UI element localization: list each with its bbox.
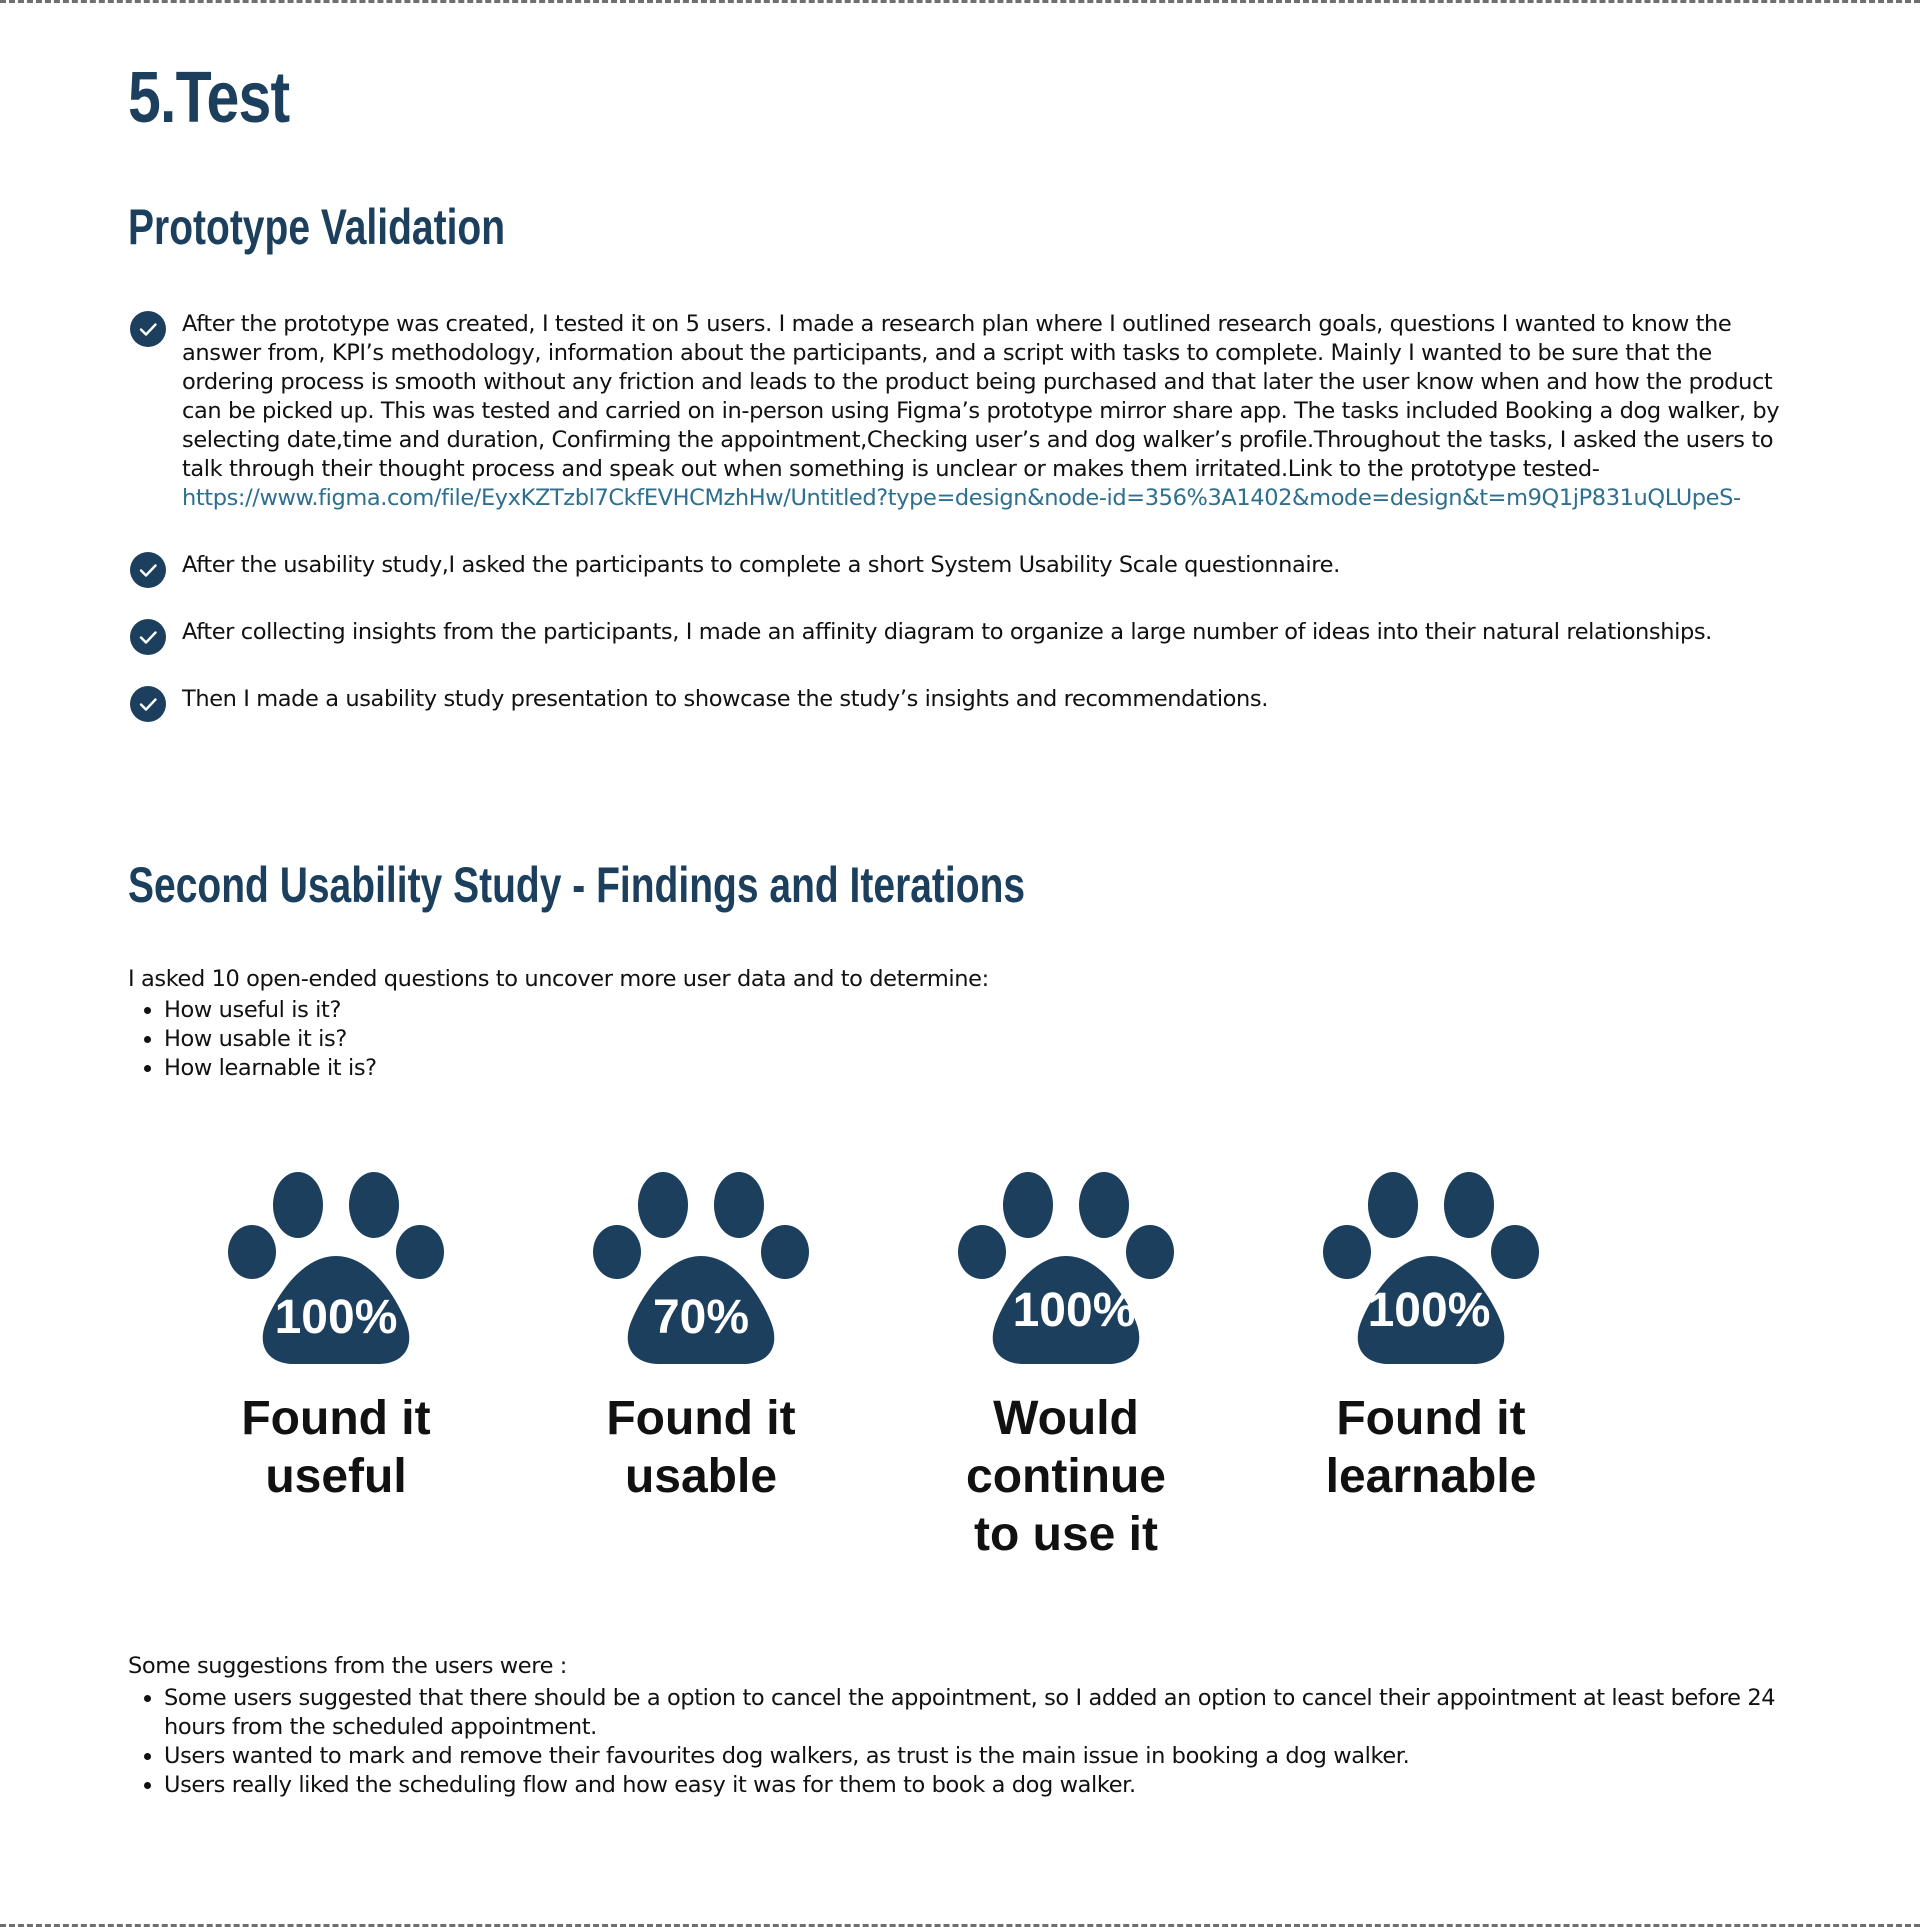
suggestions-intro-text: Some suggestions from the users were : — [128, 1653, 567, 1679]
stat-value: 100% — [1013, 1284, 1136, 1337]
check-circle-icon — [130, 686, 166, 722]
list-item: How learnable it is? — [164, 1054, 1804, 1083]
checklist-item-text: After the usability study,I asked the pa… — [182, 552, 1340, 578]
page-title: 5.Test — [128, 58, 290, 138]
bottom-dashed-divider — [0, 1924, 1920, 1927]
checklist-item-body: After the prototype was created, I teste… — [182, 311, 1780, 482]
checklist-item: After the prototype was created, I teste… — [128, 310, 1788, 513]
paw-print-icon: 100% — [228, 1172, 444, 1364]
list-item: Users really liked the scheduling flow a… — [164, 1771, 1804, 1800]
stat-value: 100% — [275, 1291, 398, 1344]
check-circle-icon — [130, 619, 166, 655]
checklist-item: After collecting insights from the parti… — [128, 618, 1788, 655]
checklist-item-text: After collecting insights from the parti… — [182, 619, 1712, 645]
stat-value: 100% — [1368, 1284, 1491, 1337]
paw-print-icon: 70% — [593, 1172, 809, 1364]
suggestion-list: Some users suggested that there should b… — [128, 1684, 1804, 1800]
list-item: Some users suggested that there should b… — [164, 1684, 1804, 1742]
stat-card: 100% Would continue to use it — [936, 1170, 1196, 1564]
validation-checklist: After the prototype was created, I teste… — [128, 310, 1788, 752]
checklist-item: After the usability study,I asked the pa… — [128, 551, 1788, 588]
checklist-item-text: After the prototype was created, I teste… — [182, 310, 1788, 513]
stat-caption: Found it learnable — [1325, 1392, 1537, 1503]
stat-caption: Found it usable — [606, 1392, 796, 1503]
top-dashed-divider — [0, 0, 1920, 3]
paw-print-icon: 100% — [958, 1172, 1174, 1364]
stat-value: 70% — [653, 1291, 749, 1344]
list-item: Users wanted to mark and remove their fa… — [164, 1742, 1804, 1771]
stat-caption: Would continue to use it — [966, 1392, 1166, 1561]
section-heading-second-study: Second Usability Study - Findings and It… — [128, 857, 1026, 913]
stat-card: 100% Found it learnable — [1301, 1170, 1561, 1506]
question-list: How useful is it? How usable it is? How … — [128, 996, 1804, 1083]
checklist-item-text: Then I made a usability study presentati… — [182, 686, 1268, 712]
stat-caption: Found it useful — [241, 1392, 431, 1503]
stat-card: 100% Found it useful — [206, 1170, 466, 1506]
stat-card: 70% Found it usable — [571, 1170, 831, 1506]
stats-row: 100% Found it useful 70% Found it usable — [128, 1170, 1788, 1590]
prototype-link[interactable]: https://www.figma.com/file/EyxKZTzbl7Ckf… — [182, 485, 1741, 511]
check-circle-icon — [130, 552, 166, 588]
paw-print-icon: 100% — [1323, 1172, 1539, 1364]
checklist-item: Then I made a usability study presentati… — [128, 685, 1788, 722]
check-circle-icon — [130, 311, 166, 347]
list-item: How useful is it? — [164, 996, 1804, 1025]
list-item: How usable it is? — [164, 1025, 1804, 1054]
section-heading-prototype-validation: Prototype Validation — [128, 199, 506, 255]
study-intro-text: I asked 10 open-ended questions to uncov… — [128, 966, 989, 992]
